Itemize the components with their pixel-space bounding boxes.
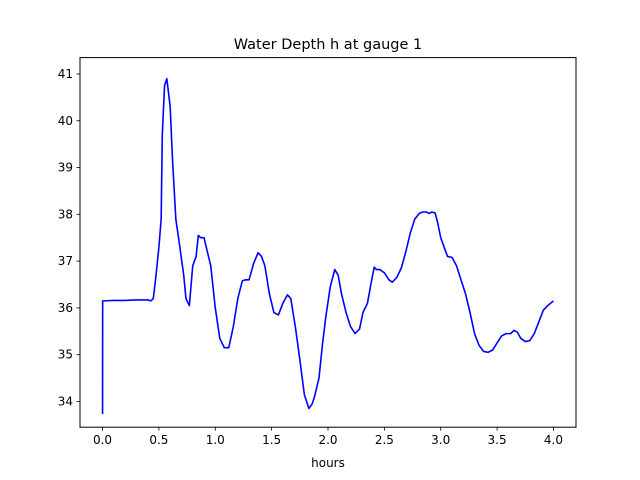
y-tick-label: 40 (58, 114, 73, 128)
y-tick-label: 36 (58, 301, 73, 315)
x-tick-label: 3.0 (431, 433, 450, 447)
y-tick-label: 34 (58, 394, 73, 408)
x-tick-label: 2.5 (375, 433, 394, 447)
x-tick-label: 0.0 (93, 433, 112, 447)
plot-area (101, 77, 554, 415)
series-line-0 (101, 77, 554, 415)
y-tick-label: 38 (58, 207, 73, 221)
x-axis-label: hours (311, 456, 345, 470)
y-tick-label: 35 (58, 348, 73, 362)
chart-title: Water Depth h at gauge 1 (234, 37, 422, 53)
y-tick-label: 41 (58, 67, 73, 81)
x-axis-ticks: 0.0 0.5 1.0 1.5 2.0 2.5 3.0 3.5 4.0 (93, 427, 563, 447)
x-tick-label: 0.5 (149, 433, 168, 447)
y-tick-label: 37 (58, 254, 73, 268)
x-tick-label: 3.5 (488, 433, 507, 447)
x-tick-label: 1.0 (206, 433, 225, 447)
x-tick-label: 4.0 (544, 433, 563, 447)
y-axis-ticks: 34 35 36 37 38 39 40 41 (58, 67, 80, 408)
y-tick-label: 39 (58, 161, 73, 175)
x-tick-label: 1.5 (262, 433, 281, 447)
x-tick-label: 2.0 (318, 433, 337, 447)
axes-frame (79, 57, 577, 428)
